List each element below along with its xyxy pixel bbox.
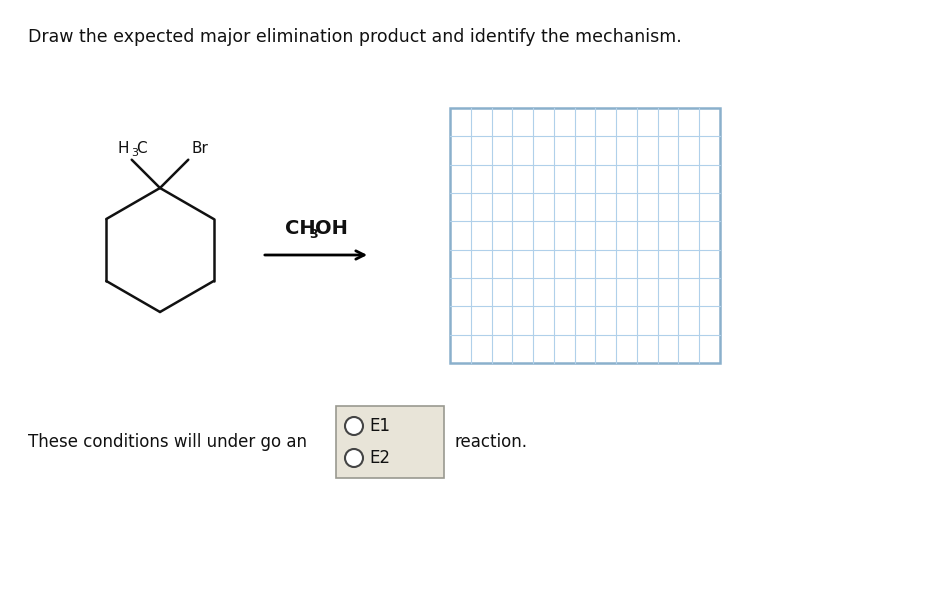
Text: C: C [136,141,146,156]
Text: reaction.: reaction. [454,433,527,451]
Text: CH: CH [285,219,316,238]
Bar [450,108,720,363]
Text: OH: OH [315,219,348,238]
Text: These conditions will under go an: These conditions will under go an [28,433,307,451]
Circle shape [345,417,363,435]
Text: E1: E1 [369,417,390,435]
Text: Br: Br [191,141,208,156]
Bar [336,406,444,478]
Text: H: H [117,141,129,156]
Text: Draw the expected major elimination product and identify the mechanism.: Draw the expected major elimination prod… [28,28,682,46]
Text: 3: 3 [131,148,138,158]
Circle shape [345,449,363,467]
Text: 3: 3 [309,228,317,241]
Text: E2: E2 [369,449,390,467]
